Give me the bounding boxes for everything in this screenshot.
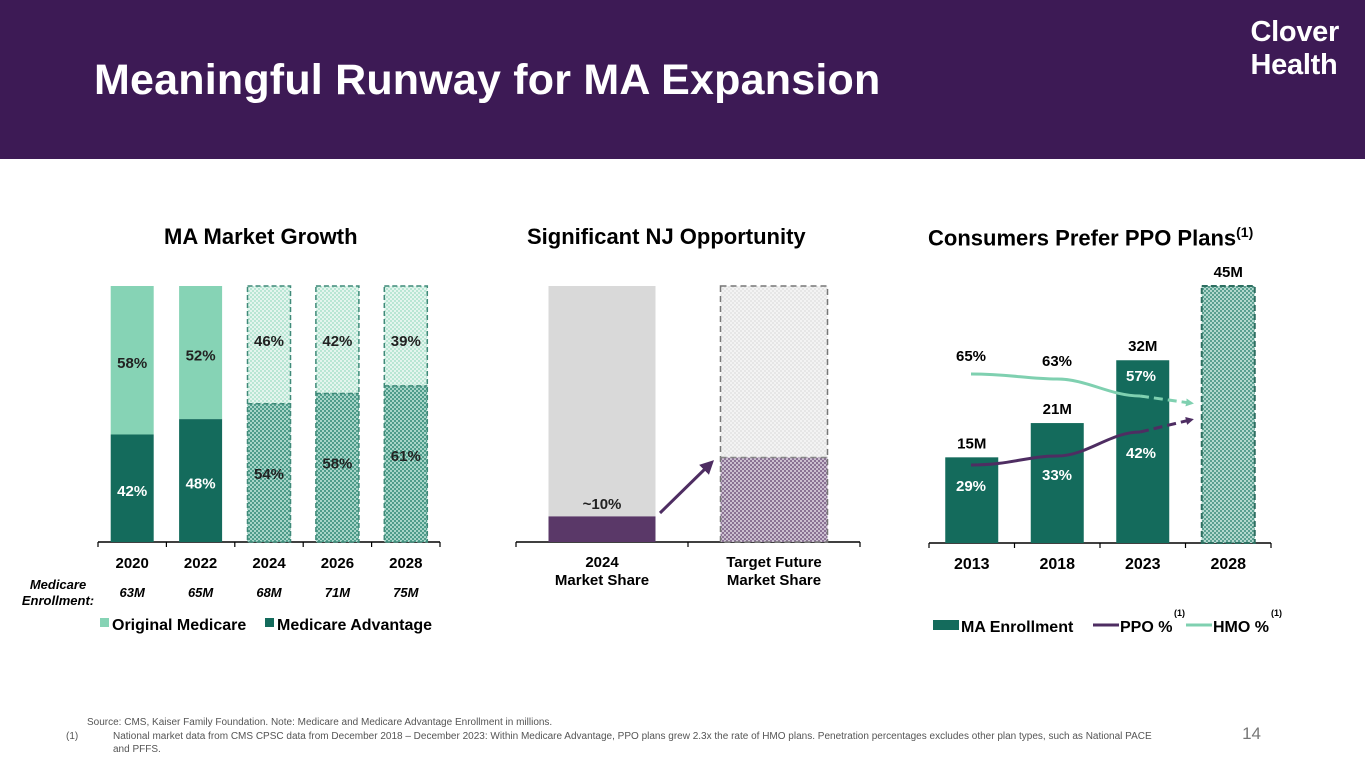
bar-original-medicare [110, 286, 154, 435]
bar-medicare-advantage [247, 403, 291, 542]
label-original-medicare: 58% [117, 355, 147, 372]
bar-original-medicare [179, 286, 223, 420]
chart1-x-label: 2028 [389, 555, 422, 572]
label-original-medicare: 39% [391, 333, 421, 350]
enrollment-label: Medicare Enrollment: [16, 577, 100, 609]
legend-swatch-ma-enrollment [933, 620, 959, 630]
chart2-title: Significant NJ Opportunity [527, 224, 806, 249]
line-hmo-pct [970, 372, 1141, 398]
hmo-pct-label: 65% [956, 348, 986, 365]
bar-projected-outline [315, 285, 360, 543]
legend-hmo-footnote: (1) [1271, 608, 1282, 618]
chart1-x-label: 2020 [116, 555, 149, 572]
footnote-line1: National market data from CMS CPSC data … [113, 731, 1152, 742]
bar-original-medicare [315, 286, 359, 394]
enrollment-value: 65M [188, 585, 214, 600]
page-number: 14 [1242, 724, 1261, 743]
bar-clover-share [548, 516, 656, 542]
enrollment-value: 68M [256, 585, 282, 600]
logo-line-1: Clover [1250, 16, 1340, 48]
bar-clover-share [720, 457, 828, 542]
legend-label-medicare-advantage: Medicare Advantage [277, 617, 432, 634]
bar-ma-enrollment [945, 457, 999, 543]
label-original-medicare: 52% [186, 348, 216, 365]
growth-arrow [658, 460, 715, 515]
bar-projected-outline [383, 285, 429, 543]
bar-projected-outline [1200, 285, 1256, 544]
bar-ma-enrollment [1201, 286, 1255, 543]
bar-medicare-advantage [315, 393, 359, 542]
chart2-x-label-line2: Market Share [555, 572, 649, 589]
chart1-title: MA Market Growth [164, 224, 358, 249]
enrollment-value: 75M [393, 585, 419, 600]
ppo-pct-label: 33% [1042, 467, 1072, 484]
label-medicare-advantage: 58% [322, 456, 352, 473]
chart3-title-text: Consumers Prefer PPO Plans [928, 225, 1237, 251]
enrollment-label-line1: Medicare [29, 577, 87, 592]
footnote-line2: and PFFS. [113, 744, 161, 755]
source-note: Source: CMS, Kaiser Family Foundation. N… [87, 717, 553, 728]
chart3-x-label: 2023 [1125, 556, 1161, 573]
chart1-x-label: 2022 [184, 555, 217, 572]
ma-market-growth-chart: 58% 42% 2020 63M 52% 48% 2022 65M 46% 54% 2024 68M 4… [97, 285, 441, 634]
page-title: Meaningful Runway for MA Expansion [94, 56, 881, 104]
chart2-x-label-line1: Target Future [726, 554, 822, 571]
bar-remaining-market [548, 286, 656, 517]
chart3-x-label: 2028 [1210, 556, 1246, 573]
chart3-title-footnote: (1) [1236, 224, 1254, 240]
chart3-x-label: 2013 [954, 556, 990, 573]
bar-original-medicare [384, 286, 428, 386]
bar-value-label: 15M [957, 435, 986, 452]
ppo-pct-label: 42% [1126, 445, 1156, 462]
bar-remaining-market [720, 286, 828, 458]
bar-value-label: 45M [1214, 264, 1243, 281]
label-medicare-advantage: 42% [117, 483, 147, 500]
header-banner: Meaningful Runway for MA Expansion Clove… [0, 0, 1365, 159]
enrollment-label-line2: Enrollment: [21, 593, 95, 608]
chart1-x-label: 2026 [321, 555, 354, 572]
line-hmo-projection [1139, 394, 1194, 407]
bar-medicare-advantage [179, 419, 223, 542]
bar-projected-outline [246, 285, 292, 543]
hmo-pct-label: 57% [1126, 368, 1156, 385]
chart1-x-label: 2024 [252, 555, 286, 572]
bar-value-label: 21M [1043, 401, 1072, 418]
chart3-x-label: 2018 [1039, 556, 1075, 573]
legend-label-original-medicare: Original Medicare [112, 617, 246, 634]
label-medicare-advantage: 61% [391, 448, 421, 465]
bar-value-label: 32M [1128, 338, 1157, 355]
legend-label-ppo: PPO % [1120, 619, 1172, 636]
bar-ma-enrollment [1030, 423, 1084, 543]
label-current-share: ~10% [583, 496, 622, 513]
line-ppo-pct [970, 430, 1141, 467]
logo-line-2: Health [1250, 49, 1338, 81]
hmo-pct-label: 63% [1042, 353, 1072, 370]
legend-swatch-original-medicare [100, 618, 109, 627]
legend-ppo-footnote: (1) [1174, 608, 1185, 618]
footnote-marker: (1) [66, 731, 79, 742]
line-ppo-projection [1139, 417, 1194, 434]
legend-swatch-medicare-advantage [265, 618, 274, 627]
bar-original-medicare [247, 286, 291, 404]
label-original-medicare: 42% [322, 333, 352, 350]
bar-projected-outline [719, 285, 829, 543]
legend-label-ma-enrollment: MA Enrollment [961, 619, 1074, 636]
enrollment-value: 71M [325, 585, 351, 600]
label-medicare-advantage: 54% [254, 466, 284, 483]
chart2-x-label-line1: 2024 [585, 554, 619, 571]
chart3-title: Consumers Prefer PPO Plans(1) [928, 224, 1253, 251]
chart2-x-label-line2: Market Share [727, 572, 821, 589]
bar-medicare-advantage [384, 385, 428, 542]
clover-health-logo: Clover Health [1250, 16, 1340, 82]
legend-label-hmo: HMO % [1213, 619, 1269, 636]
bar-ma-enrollment [1116, 360, 1170, 543]
ppo-preference-chart: 15M 2013 21M 2018 32M 2023 45M 2028 65% 63% 57% 29%… [928, 264, 1282, 636]
bar-medicare-advantage [110, 434, 154, 542]
label-original-medicare: 46% [254, 333, 284, 350]
enrollment-value: 63M [120, 585, 146, 600]
label-medicare-advantage: 48% [186, 476, 216, 493]
ppo-pct-label: 29% [956, 478, 986, 495]
